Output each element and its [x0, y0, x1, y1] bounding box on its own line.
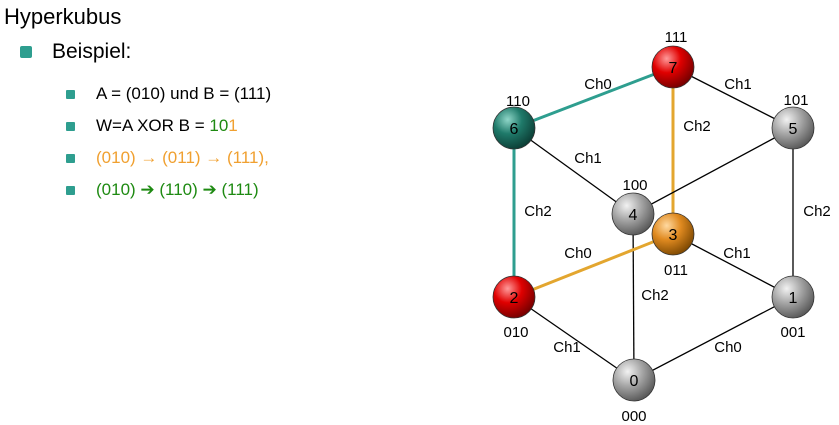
node-circle: [611, 192, 655, 236]
edge-4-6: [513, 127, 634, 215]
edge-label-1-3: Ch1: [723, 245, 751, 262]
list-item: A = (010) und B = (111): [66, 78, 271, 110]
bullet-beispiel: Beispiel:: [20, 40, 131, 64]
list-item: W=A XOR B = 101: [66, 110, 271, 142]
edge-5-7: [672, 66, 794, 129]
edge-label-4-6: Ch1: [574, 150, 602, 167]
list-item-text: W=A XOR B = 101: [96, 116, 238, 136]
xor-prefix: W=A XOR B =: [96, 116, 210, 135]
bullet-square-icon: [66, 185, 75, 195]
node-id: 0: [630, 373, 639, 390]
bullet-square-icon: [66, 153, 75, 163]
node-3: 3 011: [651, 212, 695, 279]
node-id: 3: [669, 227, 678, 244]
list-item-text: (010) ➔ (110) ➔ (111): [96, 180, 259, 199]
node-binary-label: 010: [503, 324, 528, 341]
edge-label-0-1: Ch0: [714, 339, 742, 356]
node-4: 4 100: [611, 177, 655, 236]
bullet-square-icon: [66, 121, 75, 131]
xor-orange-bit: 1: [228, 116, 238, 135]
edge-label-0-2: Ch1: [553, 339, 581, 356]
edge-label-6-7: Ch0: [584, 76, 612, 93]
bullet-square-icon: [20, 46, 32, 58]
node-5: 5 101: [771, 92, 815, 150]
node-binary-label: 001: [780, 324, 805, 341]
node-circle: [492, 275, 536, 319]
node-binary-label: 111: [665, 29, 688, 46]
node-binary-label: 000: [621, 408, 646, 425]
edge-label-2-6: Ch2: [524, 203, 552, 220]
edge-1-3: [672, 233, 794, 298]
edge-label-1-5: Ch2: [803, 203, 831, 220]
list-item: (010) → (011) → (111),: [66, 142, 271, 174]
slide-title: Hyperkubus: [4, 4, 122, 29]
list-item: (010) ➔ (110) ➔ (111): [66, 174, 271, 206]
node-id: 4: [629, 207, 638, 224]
edge-label-5-7: Ch1: [724, 76, 752, 93]
node-circle: [771, 106, 815, 150]
node-binary-label: 011: [664, 262, 688, 279]
xor-green-bits: 10: [209, 116, 229, 135]
bullet-label: Beispiel:: [52, 40, 132, 63]
node-1: 1 001: [771, 275, 815, 341]
edge-label-0-4: Ch2: [641, 287, 669, 304]
bullet-square-icon: [66, 89, 75, 99]
edge-6-7: [513, 65, 674, 130]
node-id: 6: [510, 121, 519, 138]
edge-label-3-7: Ch2: [683, 118, 711, 135]
node-circle: [771, 275, 815, 319]
node-circle: [492, 106, 536, 150]
list-item-text: (010) → (011) → (111),: [96, 148, 269, 167]
node-id: 1: [789, 290, 798, 307]
example-list: A = (010) und B = (111) W=A XOR B = 101 …: [66, 78, 271, 206]
node-binary-label: 101: [783, 92, 808, 109]
node-circle: [651, 45, 695, 89]
edge-0-1: [633, 296, 794, 381]
edge-label-2-3: Ch0: [564, 245, 592, 262]
node-circle: [612, 358, 656, 402]
edge-0-4: [632, 213, 635, 381]
node-7: 7 111: [651, 29, 695, 89]
node-id: 5: [789, 121, 798, 138]
node-id: 2: [510, 290, 519, 307]
node-binary-label: 110: [506, 93, 530, 110]
node-circle: [651, 212, 695, 256]
edge-2-3: [513, 232, 674, 299]
node-id: 7: [669, 60, 678, 77]
edge-4-5: [632, 127, 794, 215]
node-6: 6 110: [492, 93, 536, 150]
node-binary-label: 100: [622, 177, 647, 194]
list-item-text: A = (010) und B = (111): [96, 84, 272, 103]
edge-0-2: [513, 296, 635, 381]
